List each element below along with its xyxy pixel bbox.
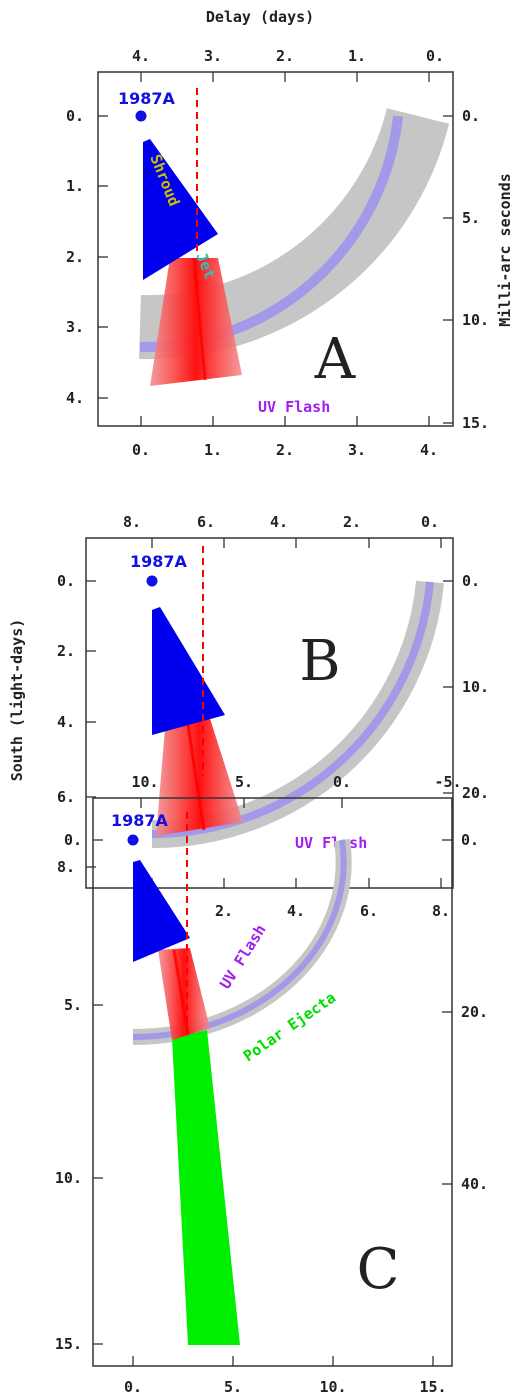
- left-tick-labels: 0. 5. 10. 15.: [55, 831, 82, 1353]
- tick-label: 1.: [66, 177, 84, 195]
- tick-label: 5.: [64, 996, 82, 1014]
- panel-letter: C: [357, 1237, 400, 1302]
- top-tick-labels: 10. 5. 0. -5.: [131, 773, 461, 791]
- plot-frame: [97, 71, 454, 427]
- jet-core: [192, 257, 207, 381]
- right-axis-title: Milli-arc seconds: [496, 173, 514, 327]
- tick-label: 5.: [462, 209, 480, 227]
- tick-label: 2.: [343, 513, 361, 531]
- sn-1987a-point: [146, 575, 158, 587]
- tick-label: 0.: [461, 831, 479, 849]
- shroud-cone: [133, 860, 190, 962]
- tick-label: 10.: [319, 1378, 346, 1396]
- tick-label: 15.: [462, 414, 489, 432]
- plot-frame: [85, 537, 454, 889]
- tick-label: 3.: [66, 318, 84, 336]
- panel-b: South (light-days) 1987A UV Flash B 0. 2…: [8, 513, 489, 920]
- sn-1987a-point: [127, 834, 139, 846]
- left-axis-title: South (light-days): [8, 619, 26, 782]
- panel-c: 1987A UV Flash Polar Ejecta C 0. 5. 10. …: [55, 773, 488, 1396]
- sn-1987a-label: 1987A: [111, 811, 169, 830]
- tick-label: 5.: [235, 773, 253, 791]
- bottom-tick-labels: 0. 1. 2. 3. 4.: [132, 441, 438, 459]
- top-axis-title: Delay (days): [206, 8, 314, 26]
- tick-label: 4.: [420, 441, 438, 459]
- tick-label: 3.: [204, 47, 222, 65]
- tick-label: 10.: [131, 773, 158, 791]
- jet-core: [183, 704, 206, 831]
- tick-label: 1.: [348, 47, 366, 65]
- tick-label: 0.: [426, 47, 444, 65]
- tick-label: 8.: [123, 513, 141, 531]
- tick-label: 0.: [333, 773, 351, 791]
- plot-frame: [92, 797, 453, 1367]
- tick-label: 6.: [360, 902, 378, 920]
- tick-label: 15.: [55, 1335, 82, 1353]
- tick-label: 4.: [132, 47, 150, 65]
- panel-a: Delay (days) Milli-arc seconds 1987A Shr…: [66, 8, 514, 459]
- jet-core: [172, 949, 190, 1035]
- tick-label: 6.: [57, 788, 75, 806]
- jet-cone: [158, 948, 210, 1040]
- top-tick-labels: 8. 6. 4. 2. 0.: [123, 513, 439, 531]
- tick-label: 1.: [204, 441, 222, 459]
- uv-flash-core: [151, 581, 434, 839]
- tick-label: 40.: [461, 1175, 488, 1193]
- tick-label: 0.: [124, 1378, 142, 1396]
- tick-label: 3.: [348, 441, 366, 459]
- tick-label: 5.: [224, 1378, 242, 1396]
- tick-label: 20.: [461, 1003, 488, 1021]
- sn-1987a-label: 1987A: [118, 89, 176, 108]
- uv-flash-label: UV Flash: [295, 834, 367, 852]
- tick-label: 4.: [287, 902, 305, 920]
- tick-label: 0.: [462, 572, 480, 590]
- tick-label: -5.: [434, 773, 461, 791]
- tick-label: 20.: [462, 784, 489, 802]
- tick-label: 10.: [462, 678, 489, 696]
- tick-label: 8.: [57, 858, 75, 876]
- tick-marks: [86, 538, 453, 888]
- tick-label: 10.: [462, 311, 489, 329]
- tick-label: 4.: [57, 713, 75, 731]
- sn-1987a-point: [135, 110, 147, 122]
- tick-label: 15.: [419, 1378, 446, 1396]
- tick-marks: [98, 72, 453, 426]
- right-tick-labels: 0. 20. 40.: [461, 831, 488, 1193]
- shroud-cone: [143, 139, 218, 280]
- uv-flash-label: UV Flash: [216, 921, 270, 992]
- tick-label: 0.: [132, 441, 150, 459]
- tick-label: 6.: [197, 513, 215, 531]
- left-tick-labels: 0. 2. 4. 6. 8.: [57, 572, 75, 876]
- bottom-tick-labels: 0. 5. 10. 15.: [124, 1378, 447, 1396]
- panel-letter: A: [314, 327, 356, 392]
- uv-flash-label: UV Flash: [258, 398, 330, 416]
- tick-label: 4.: [66, 389, 84, 407]
- tick-label: 0.: [64, 831, 82, 849]
- tick-label: 2.: [276, 47, 294, 65]
- tick-label: 0.: [421, 513, 439, 531]
- sn-1987a-label: 1987A: [130, 552, 188, 571]
- jet-cone: [150, 258, 242, 386]
- top-tick-labels: 4. 3. 2. 1. 0.: [132, 47, 444, 65]
- tick-label: 0.: [462, 107, 480, 125]
- jet-cone: [156, 703, 243, 836]
- tick-label: 0.: [57, 572, 75, 590]
- left-tick-labels: 0. 1. 2. 3. 4.: [66, 107, 84, 407]
- tick-label: 2.: [276, 441, 294, 459]
- right-tick-labels: 0. 5. 10. 15.: [462, 107, 489, 432]
- tick-label: 8.: [432, 902, 450, 920]
- shroud-cone: [152, 607, 225, 735]
- panel-letter: B: [299, 629, 340, 694]
- tick-marks: [93, 798, 453, 1366]
- bottom-tick-labels: 0. 2. 4. 6. 8.: [143, 902, 450, 920]
- tick-label: 2.: [57, 642, 75, 660]
- tick-label: 2.: [66, 248, 84, 266]
- right-tick-labels: 0. 10. 20.: [462, 572, 489, 802]
- tick-label: 10.: [55, 1169, 82, 1187]
- tick-label: 2.: [215, 902, 233, 920]
- tick-label: 4.: [270, 513, 288, 531]
- polar-ejecta: [172, 1030, 240, 1345]
- tick-label: 0.: [66, 107, 84, 125]
